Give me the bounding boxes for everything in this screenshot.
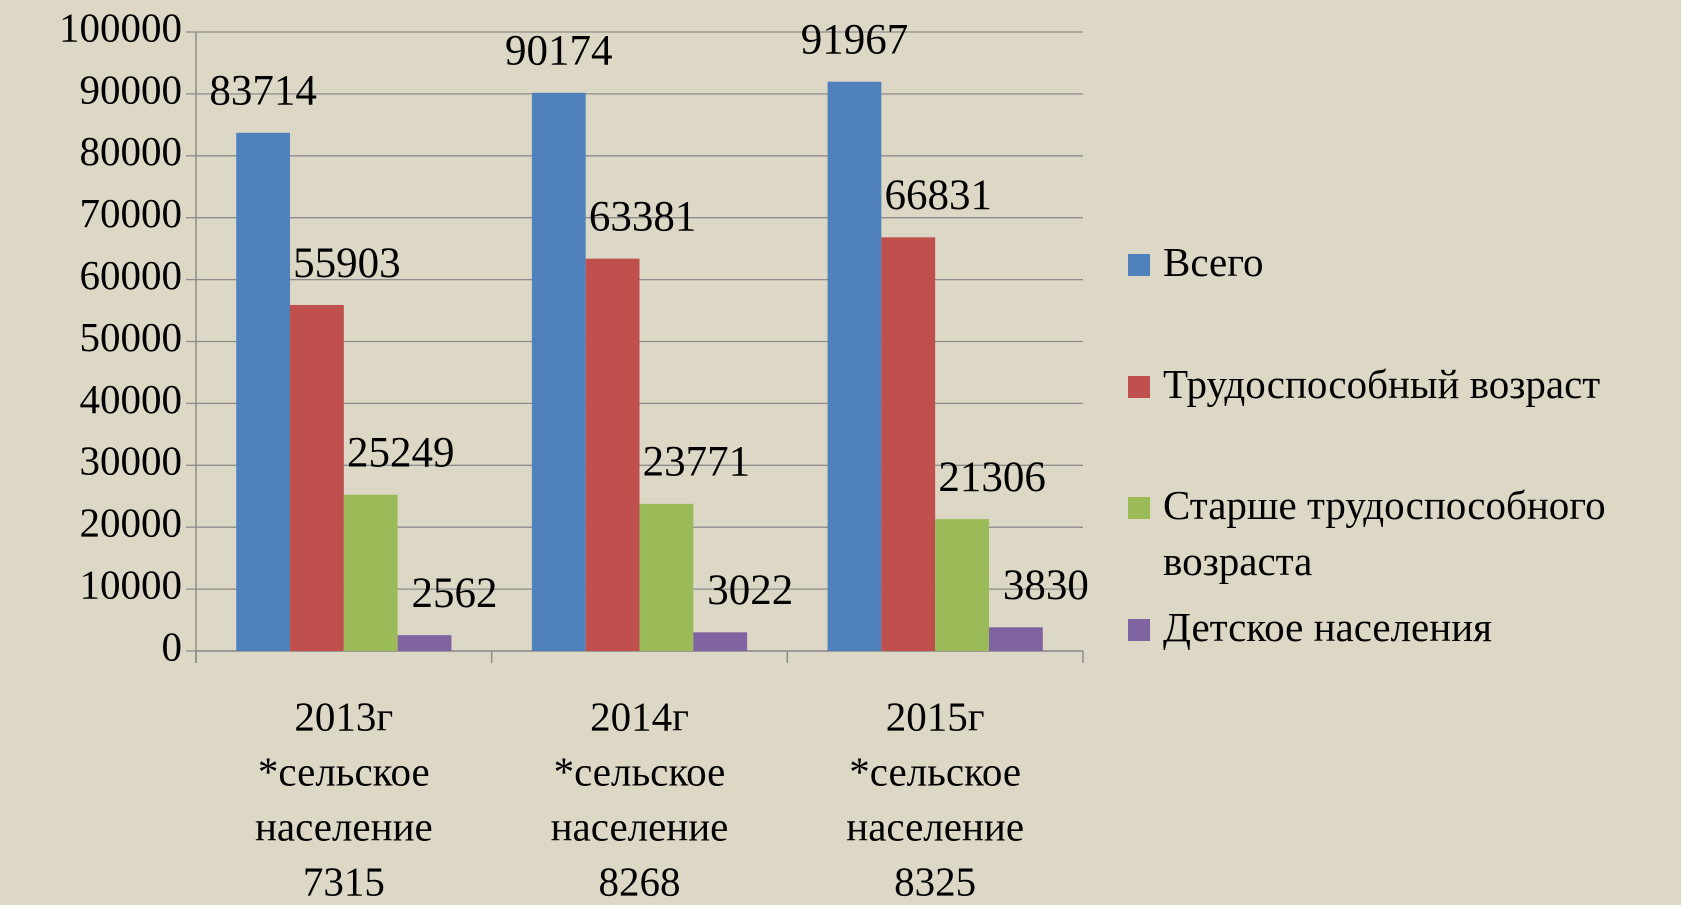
x-tick-label: население	[846, 803, 1024, 849]
y-tick-label: 10000	[80, 562, 183, 608]
legend-item: Всего	[1128, 234, 1673, 290]
data-label: 23771	[643, 439, 751, 486]
bar	[693, 632, 748, 651]
legend-item: Трудоспособный возраст	[1128, 356, 1673, 412]
y-tick-label: 80000	[80, 128, 183, 174]
x-tick-label: 2014г	[590, 693, 689, 739]
legend-swatch	[1128, 254, 1150, 276]
data-label: 21306	[938, 454, 1046, 501]
x-tick-label: 2015г	[886, 693, 985, 739]
bar	[585, 258, 640, 651]
data-label: 3022	[707, 567, 793, 614]
bar	[988, 627, 1043, 651]
legend-item: Старше трудоспособного возраста	[1128, 477, 1673, 589]
bar	[236, 132, 291, 652]
legend-label: Трудоспособный возраст	[1163, 361, 1601, 407]
y-tick-label: 0	[162, 623, 183, 669]
x-tick-label: 2013г	[294, 693, 393, 739]
bar	[343, 494, 398, 651]
bar	[639, 503, 694, 651]
legend-swatch	[1128, 497, 1150, 519]
legend-label: Всего	[1163, 239, 1264, 285]
data-label: 90174	[505, 28, 613, 75]
y-tick-label: 40000	[80, 376, 183, 422]
legend-swatch	[1128, 619, 1150, 641]
y-tick-label: 50000	[80, 314, 183, 360]
x-tick-label: население	[551, 803, 729, 849]
data-label: 83714	[209, 68, 317, 115]
x-tick-label: *сельское	[258, 748, 430, 794]
x-tick-label: 7315	[303, 858, 385, 904]
legend-label: Старше трудоспособного возраста	[1163, 482, 1606, 584]
y-tick-label: 100000	[59, 4, 182, 50]
x-tick-label: *сельское	[554, 748, 726, 794]
bar	[881, 237, 936, 652]
bar	[531, 92, 586, 651]
bar	[290, 304, 344, 651]
data-label: 66831	[885, 172, 993, 219]
legend-swatch	[1128, 376, 1150, 398]
data-label: 91967	[801, 17, 909, 64]
x-tick-label: 8325	[894, 858, 976, 904]
bar	[397, 635, 452, 651]
data-label: 2562	[412, 570, 498, 617]
data-label: 55903	[293, 240, 401, 287]
y-tick-label: 70000	[80, 190, 183, 236]
x-tick-label: *сельское	[849, 748, 1021, 794]
legend-item: Детское населения	[1128, 599, 1673, 655]
y-tick-label: 30000	[80, 438, 183, 484]
bar	[827, 81, 882, 652]
x-tick-label: население	[255, 803, 433, 849]
y-tick-label: 60000	[80, 252, 183, 298]
bar	[935, 519, 989, 651]
data-label: 25249	[347, 430, 455, 477]
data-label: 63381	[589, 194, 697, 241]
y-tick-label: 90000	[80, 66, 183, 112]
y-tick-label: 20000	[80, 500, 183, 546]
legend-label: Детское населения	[1163, 604, 1493, 650]
x-tick-label: 8268	[599, 858, 681, 904]
data-label: 3830	[1003, 562, 1089, 609]
